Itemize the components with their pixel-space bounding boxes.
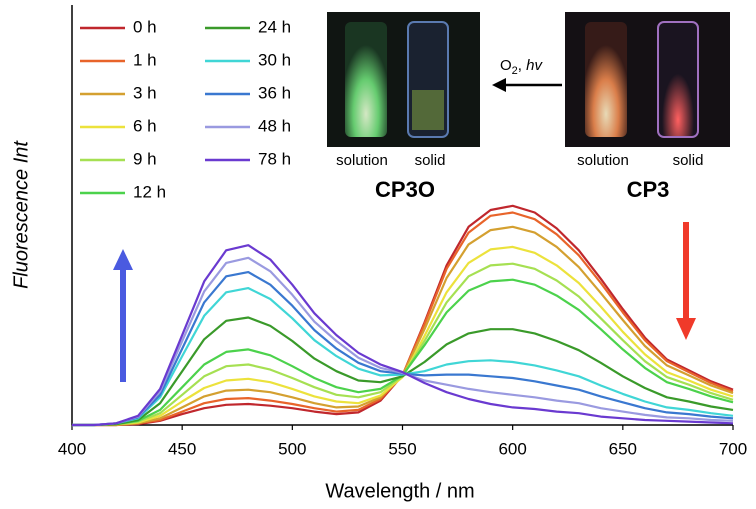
y-axis-label: Fluorescence Int [10, 140, 32, 289]
legend-label: 0 h [133, 17, 157, 36]
x-tick-label: 650 [609, 439, 637, 458]
spectrum-line [72, 316, 734, 427]
photo-label: solid [673, 152, 704, 169]
legend-label: 3 h [133, 83, 157, 102]
compound-label: CP3O [375, 177, 435, 202]
legend-label: 78 h [258, 149, 291, 168]
plot: 400 450 500 550 600 650 700 0 h 1 h 3 h 6 h 9 h 12 h… [58, 5, 747, 458]
x-tick-label: 500 [278, 439, 306, 458]
x-tick-label: 450 [168, 439, 196, 458]
reagent: O [500, 57, 512, 74]
increase-arrow [113, 249, 133, 382]
legend-label: 9 h [133, 149, 157, 168]
legend-label: 30 h [258, 50, 291, 69]
reaction-label: O2, hv [500, 57, 543, 77]
photo-left [327, 12, 480, 147]
photo-label: solid [415, 152, 446, 169]
photo-label: solution [577, 152, 629, 169]
separator: , [518, 57, 526, 74]
legend-label: 48 h [258, 116, 291, 135]
x-tick-label: 600 [498, 439, 526, 458]
decrease-arrow [676, 222, 696, 340]
spectrum-line [72, 271, 734, 427]
spectrum-line [72, 244, 734, 427]
legend-label: 1 h [133, 50, 157, 69]
legend-label: 12 h [133, 182, 166, 201]
spectrum-line [72, 211, 734, 427]
legend-label: 6 h [133, 116, 157, 135]
x-axis-label: Wavelength / nm [325, 480, 474, 502]
x-tick-label: 700 [719, 439, 747, 458]
spectrum-line [72, 204, 734, 427]
photo-right [565, 12, 730, 147]
x-tick-label: 550 [388, 439, 416, 458]
subscript: 2 [512, 65, 518, 77]
reaction-arrow [492, 78, 562, 92]
photo-label: solution [336, 152, 388, 169]
x-tick-label: 400 [58, 439, 86, 458]
legend-label: 24 h [258, 17, 291, 36]
compound-label: CP3 [627, 177, 670, 202]
legend-label: 36 h [258, 83, 291, 102]
condition: hv [526, 57, 543, 74]
